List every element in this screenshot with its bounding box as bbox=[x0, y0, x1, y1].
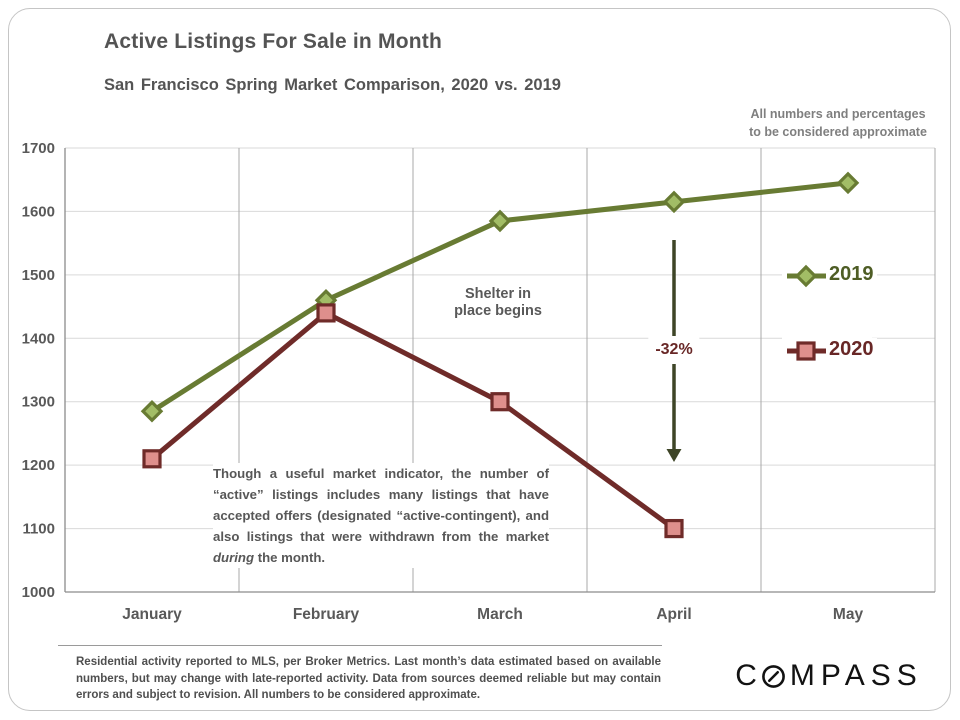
x-tick-label: January bbox=[122, 606, 182, 623]
marker-2020 bbox=[490, 392, 510, 412]
marker-2019 bbox=[836, 171, 860, 195]
marker-2020 bbox=[316, 303, 336, 323]
y-tick-label: 1100 bbox=[22, 521, 55, 538]
approximation-note-line1: All numbers and percentages bbox=[750, 107, 926, 121]
marker-2019 bbox=[662, 190, 686, 214]
legend-label-2020: 2020 bbox=[826, 338, 877, 361]
shelter-annotation-line2: place begins bbox=[454, 302, 542, 319]
approximation-note: All numbers and percentages to be consid… bbox=[728, 105, 948, 141]
approximation-note-line2: to be considered approximate bbox=[749, 125, 927, 140]
x-tick-label: May bbox=[833, 606, 864, 623]
y-tick-label: 1000 bbox=[22, 584, 55, 601]
marker-2020 bbox=[664, 518, 684, 539]
x-tick-label: February bbox=[293, 606, 360, 623]
y-tick-label: 1500 bbox=[22, 267, 55, 284]
y-tick-label: 1400 bbox=[22, 330, 55, 347]
legend-label-2019: 2019 bbox=[826, 263, 877, 286]
page-subtitle: San Francisco Spring Market Comparison, … bbox=[104, 76, 561, 94]
y-tick-label: 1600 bbox=[22, 203, 55, 220]
percent-change-label: -32% bbox=[648, 336, 700, 364]
x-tick-label: April bbox=[656, 606, 691, 623]
page-title: Active Listings For Sale in Month bbox=[104, 30, 442, 53]
marker-2020 bbox=[796, 341, 816, 361]
compass-o-icon bbox=[762, 664, 785, 688]
shelter-annotation-line1: Shelter in bbox=[464, 286, 532, 302]
logo-letters-mpass: MPASS bbox=[789, 659, 923, 692]
logo-letter-c: C bbox=[735, 659, 763, 692]
y-tick-label: 1700 bbox=[22, 140, 55, 157]
marker-2019 bbox=[794, 264, 818, 288]
compass-logo: C MPASS bbox=[724, 656, 934, 696]
x-tick-label: March bbox=[477, 606, 523, 623]
y-tick-label: 1300 bbox=[22, 394, 55, 411]
footer-disclaimer: Residential activity reported to MLS, pe… bbox=[76, 656, 661, 701]
footer-divider bbox=[58, 645, 662, 646]
series-line-2020 bbox=[149, 310, 677, 532]
methodology-note: Though a useful market indicator, the nu… bbox=[213, 463, 549, 568]
y-tick-label: 1200 bbox=[22, 457, 55, 474]
methodology-note-text-end: the month. bbox=[254, 550, 326, 565]
shelter-in-place-annotation: Shelter in place begins bbox=[420, 286, 576, 319]
methodology-note-text: Though a useful market indicator, the nu… bbox=[213, 466, 549, 544]
methodology-note-italic: during bbox=[213, 550, 255, 565]
marker-2019 bbox=[488, 209, 512, 233]
marker-2020 bbox=[142, 449, 162, 469]
marker-2019 bbox=[140, 399, 164, 423]
decline-arrow-head bbox=[666, 448, 682, 462]
